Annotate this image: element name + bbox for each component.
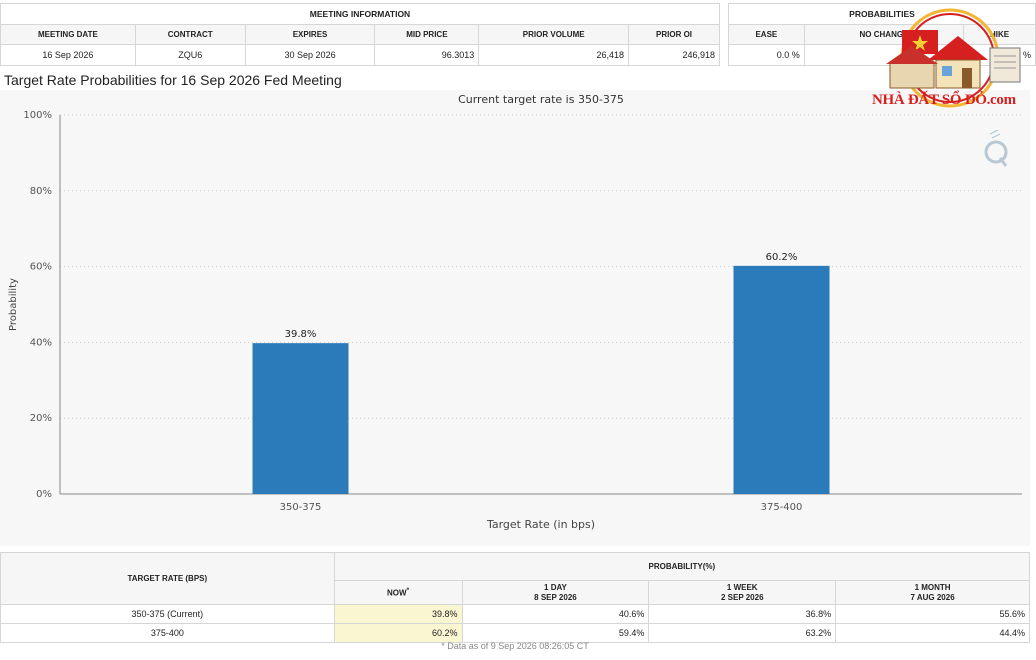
watermark-logo-icon [886, 8, 1021, 108]
watermark-text: NHÀ ĐẤT SỔ ĐỎ.com [872, 92, 1016, 108]
month-cell: 55.6% [835, 604, 1030, 624]
now-cell: 60.2% [333, 623, 463, 643]
meeting-info-title: MEETING INFORMATION [0, 3, 720, 25]
day-cell: 40.6% [461, 604, 650, 624]
header-1-month-label: 1 MONTH [914, 582, 951, 592]
x-axis-title: Target Rate (in bps) [486, 518, 595, 531]
chart-title: Target Rate Probabilities for 16 Sep 202… [4, 72, 342, 88]
chart-subtitle: Current target rate is 350-375 [458, 93, 624, 106]
y-tick-label: 40% [30, 337, 52, 348]
header-1-day-date: 8 SEP 2026 [534, 592, 577, 602]
header-prior-volume: PRIOR VOLUME [478, 24, 630, 45]
y-tick-label: 0% [36, 489, 52, 500]
header-target-rate: TARGET RATE (BPS) [0, 552, 335, 605]
month-cell: 44.4% [835, 623, 1030, 643]
y-tick-label: 60% [30, 262, 52, 273]
table-row: 350-375 (Current) 39.8% 40.6% 36.8% 55.6… [0, 604, 1030, 624]
header-now-mark: * [406, 587, 410, 595]
data-label: 60.2% [766, 252, 798, 263]
header-1-month-date: 7 AUG 2026 [910, 592, 955, 602]
table-row: 375-400 60.2% 59.4% 63.2% 44.4% [0, 623, 1030, 643]
header-1-week-label: 1 WEEK [726, 582, 758, 592]
ease-value: 0.0 % [728, 44, 805, 66]
header-probability: PROBABILITY(%) [333, 552, 1031, 581]
header-mid-price: MID PRICE [374, 24, 480, 45]
meeting-date-value: 16 Sep 2026 [0, 44, 136, 66]
header-contract: CONTRACT [134, 24, 246, 45]
x-tick-label: 350-375 [280, 502, 322, 513]
header-1-week: 1 WEEK 2 SEP 2026 [648, 580, 837, 605]
data-timestamp-footnote: * Data as of 9 Sep 2026 08:26:05 CT [441, 641, 589, 651]
expires-value: 30 Sep 2026 [244, 44, 376, 66]
header-hike: HIKE [963, 24, 1036, 45]
header-meeting-date: MEETING DATE [0, 24, 136, 45]
data-label: 39.8% [285, 329, 317, 340]
header-ease: EASE [728, 24, 805, 45]
bar [252, 343, 349, 494]
chart-area: Current target rate is 350-375 0% 20% 40% 60… [0, 90, 1030, 546]
mid-price-value: 96.3013 [374, 44, 480, 66]
y-tick-label: 100% [23, 110, 52, 121]
y-tick-label: 80% [30, 186, 52, 197]
header-expires: EXPIRES [244, 24, 376, 45]
header-now-label: NOW [387, 588, 407, 598]
y-tick-label: 20% [30, 413, 52, 424]
week-cell: 63.2% [648, 623, 837, 643]
y-axis-title: Probability [8, 278, 19, 331]
bar [733, 265, 830, 494]
x-tick-label: 375-400 [761, 502, 803, 513]
chart-logo-icon [984, 130, 1008, 167]
header-prior-oi: PRIOR OI [628, 24, 720, 45]
day-cell: 59.4% [461, 623, 650, 643]
header-1-week-date: 2 SEP 2026 [720, 592, 764, 602]
header-now: NOW* [333, 580, 463, 605]
now-cell: 39.8% [333, 604, 463, 624]
header-1-day-label: 1 DAY [544, 582, 567, 592]
bar-chart: Current target rate is 350-375 0% 20% 40% 60… [8, 93, 1022, 531]
prior-volume-value: 26,418 [478, 44, 630, 66]
week-cell: 36.8% [648, 604, 837, 624]
prior-oi-value: 246,918 [628, 44, 720, 66]
header-1-month: 1 MONTH 7 AUG 2026 [835, 580, 1030, 605]
rate-cell: 375-400 [0, 623, 335, 643]
rate-probability-table: TARGET RATE (BPS) PROBABILITY(%) NOW* 1 … [0, 552, 1031, 643]
header-1-day: 1 DAY 8 SEP 2026 [461, 580, 650, 605]
contract-value: ZQU6 [134, 44, 246, 66]
meeting-info-table: MEETING INFORMATION MEETING DATE CONTRAC… [0, 3, 720, 66]
rate-cell: 350-375 (Current) [0, 604, 335, 624]
